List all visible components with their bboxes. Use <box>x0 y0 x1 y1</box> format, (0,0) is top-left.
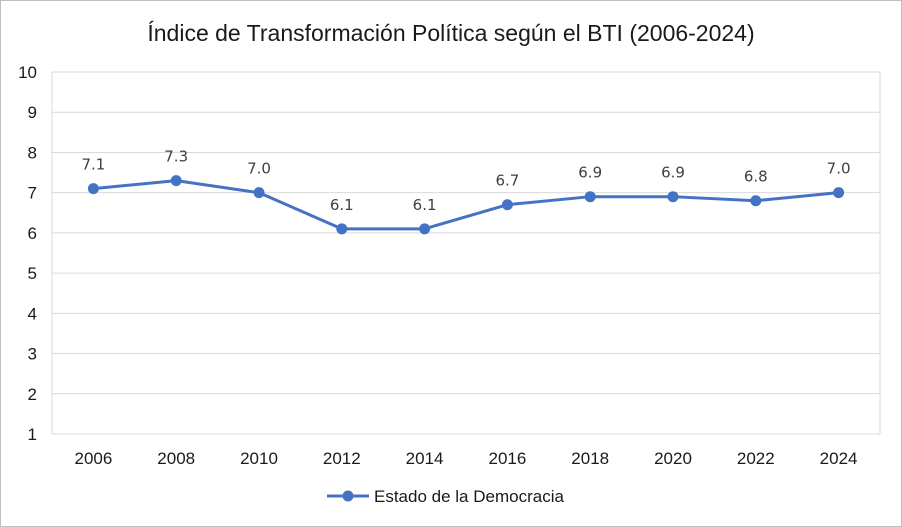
y-tick-label: 2 <box>28 385 37 404</box>
data-point <box>584 191 596 203</box>
data-label: 6.7 <box>495 172 519 190</box>
y-tick-label: 8 <box>28 143 37 162</box>
x-tick-label: 2020 <box>654 449 692 468</box>
data-label: 6.9 <box>578 164 602 182</box>
chart-title: Índice de Transformación Política según … <box>147 20 754 46</box>
x-tick-label: 2024 <box>820 449 858 468</box>
data-point <box>170 175 182 187</box>
data-labels: 7.1 7.3 7.0 6.1 6.1 6.7 6.9 6.9 6.8 7.0 <box>81 148 850 214</box>
y-tick-label: 10 <box>18 63 37 82</box>
data-point <box>87 183 99 195</box>
x-tick-label: 2016 <box>488 449 526 468</box>
y-tick-label: 3 <box>28 345 37 364</box>
series-line <box>93 179 839 231</box>
legend: Estado de la Democracia <box>327 487 564 506</box>
x-tick-label: 2008 <box>157 449 195 468</box>
data-label: 6.9 <box>661 164 685 182</box>
y-tick-label: 4 <box>28 304 37 323</box>
series-estado-de-la-democracia <box>87 175 845 235</box>
y-axis-ticks: 1 2 3 4 5 6 7 8 9 10 <box>18 63 37 444</box>
data-point <box>336 223 348 235</box>
data-point <box>833 187 845 199</box>
data-label: 6.1 <box>330 196 354 214</box>
data-label: 7.1 <box>81 156 105 174</box>
legend-label: Estado de la Democracia <box>374 487 564 506</box>
data-point <box>419 223 431 235</box>
x-tick-label: 2010 <box>240 449 278 468</box>
data-label: 7.0 <box>247 160 271 178</box>
x-tick-label: 2012 <box>323 449 361 468</box>
legend-marker-icon <box>342 490 354 502</box>
y-tick-label: 6 <box>28 224 37 243</box>
y-tick-label: 5 <box>28 264 37 283</box>
x-tick-label: 2022 <box>737 449 775 468</box>
x-tick-label: 2018 <box>571 449 609 468</box>
gridlines <box>51 71 881 435</box>
y-tick-label: 1 <box>28 425 37 444</box>
data-label: 7.0 <box>827 160 851 178</box>
data-label: 7.3 <box>164 148 188 166</box>
data-point <box>750 195 762 207</box>
data-label: 6.1 <box>413 196 437 214</box>
x-axis-ticks: 2006 2008 2010 2012 2014 2016 2018 2020 2022 2024 <box>74 449 857 468</box>
x-tick-label: 2014 <box>406 449 444 468</box>
x-tick-label: 2006 <box>74 449 112 468</box>
y-tick-label: 7 <box>28 184 37 203</box>
data-point <box>501 199 513 211</box>
data-point <box>253 187 265 199</box>
data-label: 6.8 <box>744 168 768 186</box>
y-tick-label: 9 <box>28 103 37 122</box>
data-point <box>667 191 679 203</box>
